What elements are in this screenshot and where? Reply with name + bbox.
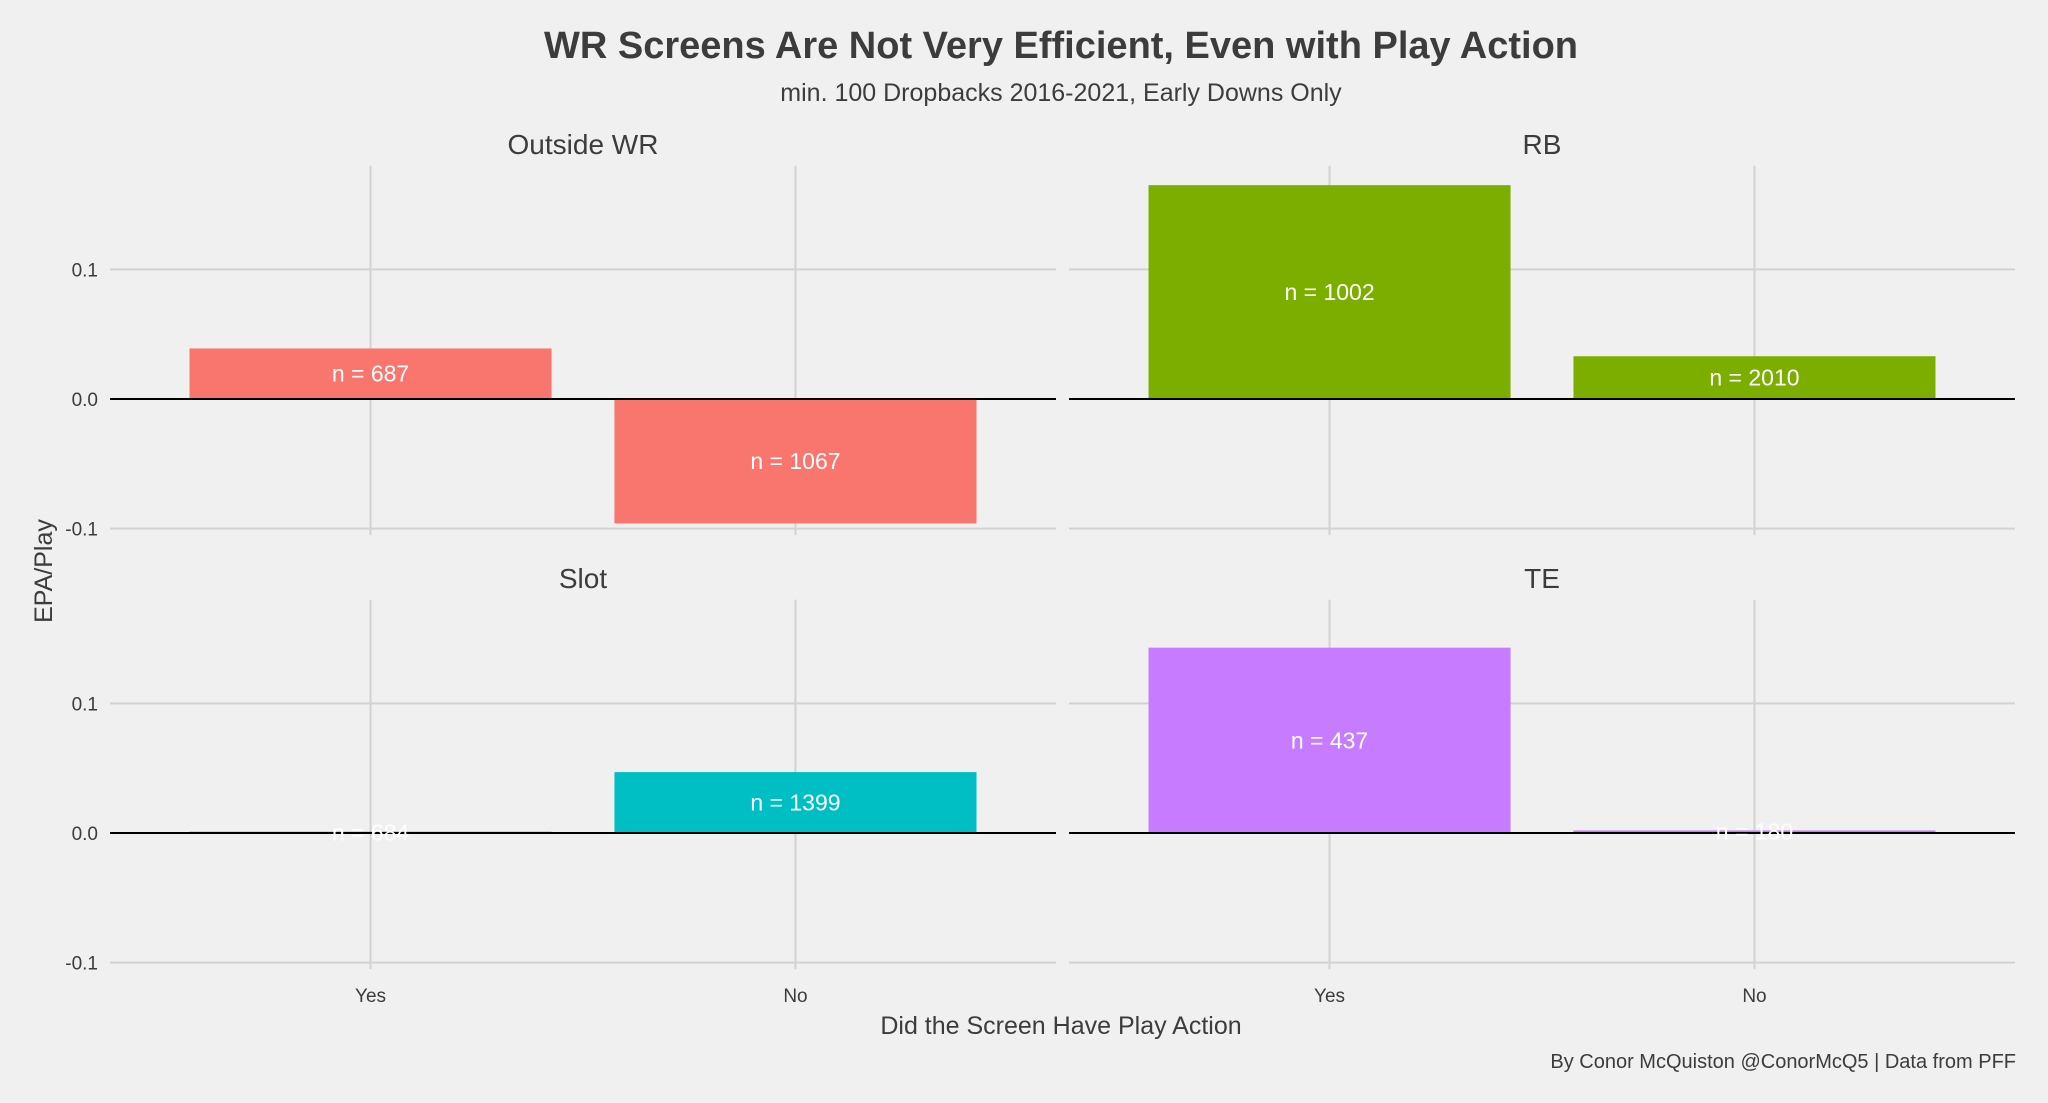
facet-title: RB: [1523, 129, 1562, 160]
bar: [1148, 185, 1511, 399]
bar-data-label: n = 2010: [1709, 365, 1799, 391]
chart-subtitle: min. 100 Dropbacks 2016-2021, Early Down…: [780, 79, 1342, 107]
x-tick-label: Yes: [1314, 986, 1345, 1007]
facet-panels: Outside WR -0.1 0.0 0.1 n = 687 n = 1067 RB n =…: [65, 129, 2015, 1007]
x-tick-label: No: [783, 986, 807, 1007]
bar-data-label: n = 1002: [1284, 279, 1374, 305]
facet-panel-4: TE n = 437 n = 180 Yes No: [1069, 563, 2015, 1007]
bar: [1148, 647, 1511, 833]
bar-data-label: n = 1399: [750, 790, 840, 816]
bar: [1573, 356, 1936, 399]
bar: [189, 348, 552, 399]
y-tick-label: 0.0: [72, 824, 98, 845]
bar-data-label: n = 180: [1716, 819, 1793, 845]
chart-title: WR Screens Are Not Very Efficient, Even …: [544, 25, 1578, 67]
x-tick-label: No: [1742, 986, 1766, 1007]
y-axis-title: EPA/Play: [30, 519, 58, 623]
bar: [614, 772, 977, 833]
bar-data-label: n = 1067: [750, 448, 840, 474]
y-tick-label: 0.1: [72, 694, 98, 715]
y-tick-label: -0.1: [65, 520, 98, 541]
bar-data-label: n = 687: [332, 361, 409, 387]
bar-data-label: n = 437: [1291, 727, 1368, 753]
y-tick-label: 0.1: [72, 260, 98, 281]
facet-title: TE: [1524, 563, 1560, 594]
bar-data-label: n = 684: [332, 819, 410, 845]
x-axis-title: Did the Screen Have Play Action: [880, 1012, 1241, 1040]
chart-caption: By Conor McQuiston @ConorMcQ5 | Data fro…: [1550, 1051, 2016, 1073]
y-tick-label: -0.1: [65, 954, 98, 975]
bar: [614, 399, 977, 524]
facet-panel-3: Slot -0.1 0.0 0.1 n = 684 n = 1399 Yes No: [65, 563, 1056, 1007]
facet-title: Slot: [559, 563, 607, 594]
facet-panel-2: RB n = 1002 n = 2010: [1069, 129, 2015, 536]
x-tick-label: Yes: [355, 986, 386, 1007]
y-tick-label: 0.0: [72, 390, 98, 411]
facet-panel-1: Outside WR -0.1 0.0 0.1 n = 687 n = 1067: [65, 129, 1056, 541]
bar: [1573, 830, 1936, 833]
facet-title: Outside WR: [508, 129, 659, 160]
